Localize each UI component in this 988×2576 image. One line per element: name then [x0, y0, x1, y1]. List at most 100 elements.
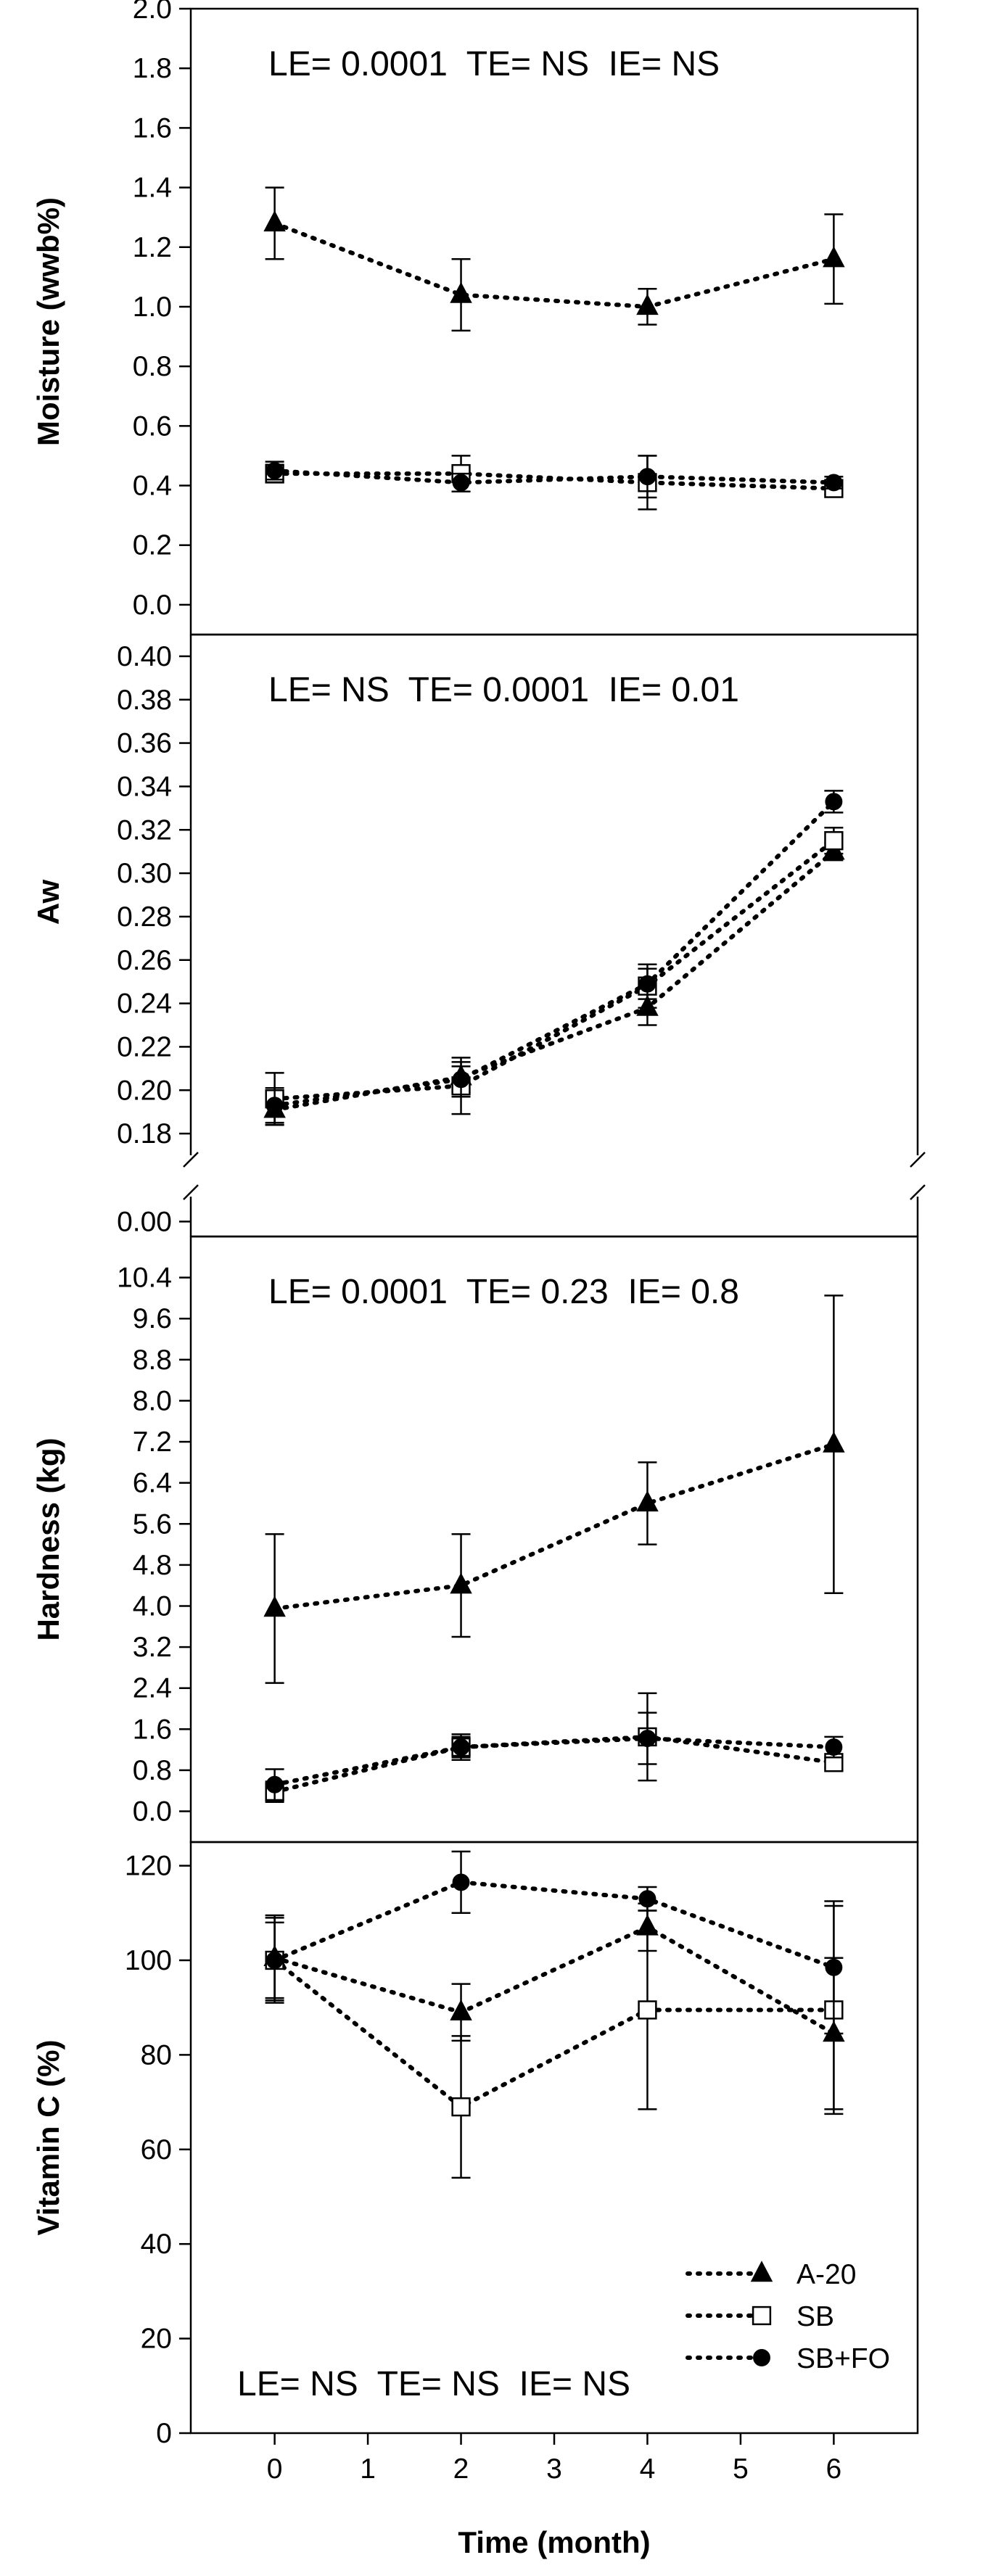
series-line [272, 799, 836, 1108]
data-point [265, 1097, 284, 1115]
data-point [452, 474, 470, 492]
data-point [265, 1952, 284, 1969]
data-point [263, 1595, 286, 1617]
series-sb [265, 827, 844, 1126]
x-tick-label: 4 [640, 2453, 656, 2485]
y-tick-label: 3.2 [133, 1632, 172, 1663]
legend: A-20 SB SB+FO [686, 2259, 890, 2374]
y-tick-label: 0.36 [117, 728, 172, 759]
y-tick-label: 0.18 [117, 1118, 172, 1149]
y-tick-label: 0.38 [117, 685, 172, 716]
y-tick-label: 0.28 [117, 901, 172, 933]
panel-aw: 0.00 0.18 0.20 0.22 0.24 0.26 0.28 0.30 0.32 0.34… [31, 633, 926, 1237]
legend-label: SB+FO [796, 2343, 890, 2374]
data-point [638, 1730, 656, 1748]
series-sb-fo [265, 1712, 844, 1801]
y-tick-label: 0.32 [117, 814, 172, 846]
y-tick-label: 80 [141, 2039, 172, 2071]
x-tick-label: 2 [453, 2453, 469, 2485]
y-tick-label: 100 [125, 1945, 172, 1976]
y-axis-title: Moisture (wwb%) [31, 197, 65, 446]
y-tick-label: 7.2 [133, 1427, 172, 1458]
series-line [272, 1442, 836, 1611]
y-tick-label: 1.6 [133, 112, 172, 144]
y-axis-title: Hardness (kg) [31, 1437, 65, 1640]
y-tick-label: 2.4 [133, 1673, 172, 1704]
x-tick-label: 1 [360, 2453, 376, 2485]
data-point [452, 1070, 470, 1089]
y-tick-label: 0.8 [133, 351, 172, 382]
legend-entry-sb-fo: SB+FO [686, 2343, 890, 2374]
series-line [272, 838, 836, 1102]
y-tick-label: 5.6 [133, 1508, 172, 1540]
axis-break-mark-right-lower [910, 1184, 926, 1200]
y-tick-label: 0.40 [117, 641, 172, 672]
data-point [452, 1738, 470, 1756]
y-tick-label: 1.2 [133, 232, 172, 263]
y-tick-label: 0.6 [133, 410, 172, 442]
series-sb [265, 1692, 844, 1804]
data-point [636, 294, 659, 315]
series-a-20 [263, 1295, 845, 1684]
legend-label: SB [796, 2301, 834, 2332]
y-tick-label: 4.8 [133, 1550, 172, 1581]
y-tick-label: 0 [156, 2418, 172, 2449]
legend-label: A-20 [796, 2259, 856, 2290]
y-tick-label: 60 [141, 2134, 172, 2166]
data-point [825, 1738, 843, 1756]
y-tick-label: 0.34 [117, 771, 172, 802]
series-sb-fo [265, 455, 844, 499]
y-tick-label: 8.0 [133, 1385, 172, 1416]
stats-annotation: LE= NS TE= NS IE= NS [237, 2365, 630, 2403]
data-point [638, 2000, 657, 2020]
y-tick-label: 1.0 [133, 292, 172, 323]
series-line [272, 1736, 836, 1787]
data-point [823, 246, 845, 268]
x-tick-label: 6 [826, 2453, 842, 2485]
series-line [272, 220, 836, 309]
y-tick-label: 0.0 [133, 1796, 172, 1828]
y-axis-title: Aw [31, 880, 65, 925]
series-a-20 [263, 186, 845, 332]
data-point [638, 1890, 656, 1908]
x-tick-label: 0 [267, 2453, 283, 2485]
y-tick-label: 0.2 [133, 530, 172, 561]
y-tick-label: 1.4 [133, 173, 172, 204]
panel-hardness-kg: 0.0 0.8 1.6 2.4 3.2 4.0 4.8 5.6 6.4 7.2 8.0 8.8 9.6 1… [31, 1235, 919, 1844]
data-point [450, 1572, 472, 1594]
series-line [272, 1880, 836, 1970]
axis-break-mark-left-lower [183, 1184, 199, 1200]
y-tick-label: 4.0 [133, 1590, 172, 1622]
y-tick-label: 0.26 [117, 945, 172, 976]
legend-marker [750, 2261, 773, 2282]
data-point [263, 210, 286, 232]
series-a-20 [263, 838, 845, 1126]
y-tick-label: 1.6 [133, 1714, 172, 1745]
legend-entry-a-20: A-20 [686, 2259, 856, 2290]
data-point [451, 2097, 471, 2117]
stats-annotation: LE= 0.0001 TE= 0.23 IE= 0.8 [268, 1273, 739, 1311]
data-point [450, 281, 472, 303]
y-tick-label: 0.4 [133, 471, 172, 502]
series-sb [265, 455, 844, 511]
panel-frame [189, 1235, 919, 1844]
data-point [636, 1490, 659, 1512]
panel-frame [189, 7, 919, 636]
series-sb-fo [265, 1850, 844, 2035]
y-tick-label: 9.6 [133, 1303, 172, 1334]
y-axis-title: Vitamin C (%) [31, 2040, 65, 2236]
series-line [272, 1958, 836, 2110]
series-line [272, 468, 836, 485]
data-point [452, 1873, 470, 1891]
y-tick-label: 8.8 [133, 1345, 172, 1376]
x-axis-title: Time (month) [458, 2525, 650, 2559]
data-point [825, 793, 843, 811]
series-line [272, 471, 836, 491]
x-tick-label: 3 [546, 2453, 562, 2485]
y-tick-label: 0.8 [133, 1755, 172, 1786]
x-tick-label: 5 [733, 2453, 749, 2485]
y-tick-label: 0.00 [117, 1206, 172, 1237]
axis-break-mark-left-upper [183, 1152, 199, 1168]
stats-annotation: LE= 0.0001 TE= NS IE= NS [268, 45, 720, 83]
